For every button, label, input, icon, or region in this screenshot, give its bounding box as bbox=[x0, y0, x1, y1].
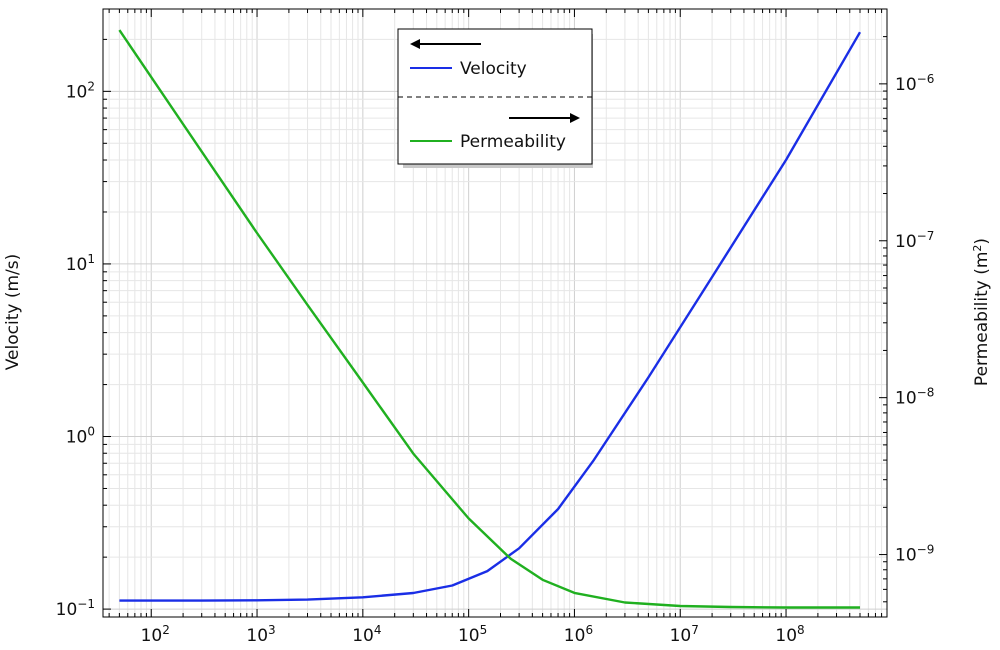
legend-label-velocity: Velocity bbox=[460, 59, 527, 79]
series-line-velocity bbox=[119, 31, 862, 602]
y-axis-title: Velocity (m/s) bbox=[3, 254, 23, 371]
plot-series bbox=[118, 29, 862, 609]
legend: Velocity Permeability bbox=[397, 28, 593, 168]
y2-tick-label: 10−8 bbox=[895, 386, 934, 409]
y2-tick-label: 10−7 bbox=[895, 229, 934, 252]
y-tick-label: 102 bbox=[66, 79, 95, 102]
y2-tick-label: 10−9 bbox=[895, 543, 934, 566]
axis-ticks bbox=[103, 8, 888, 618]
plot-frame bbox=[102, 8, 888, 618]
x-tick-label: 107 bbox=[670, 623, 699, 646]
x-tick-label: 102 bbox=[141, 623, 170, 646]
y-tick-label: 101 bbox=[66, 252, 95, 275]
y2-axis-title-sup: 2 bbox=[971, 245, 984, 252]
x-tick-label: 104 bbox=[352, 623, 381, 646]
x-tick-label: 106 bbox=[564, 623, 593, 646]
y-tick-label: 100 bbox=[66, 425, 95, 448]
y2-axis-title-text: Permeability (m bbox=[972, 252, 992, 387]
legend-arrow-left bbox=[410, 39, 481, 49]
series-line-permeability bbox=[118, 29, 860, 609]
x-tick-label: 103 bbox=[246, 623, 275, 646]
legend-label-permeability: Permeability bbox=[460, 132, 566, 152]
x-tick-label: 105 bbox=[458, 623, 487, 646]
axis-tick-labels: 102 103 104 105 106 107 108 10−1 100 101 102 10−9 10… bbox=[56, 72, 935, 646]
y2-axis-title-after: ) bbox=[972, 238, 992, 245]
y2-tick-label: 10−6 bbox=[895, 72, 934, 95]
y2-axis-title: Permeability (m2) bbox=[971, 238, 993, 386]
x-tick-label: 108 bbox=[775, 623, 804, 646]
legend-arrow-right bbox=[509, 113, 580, 123]
y-tick-label: 10−1 bbox=[56, 597, 95, 620]
